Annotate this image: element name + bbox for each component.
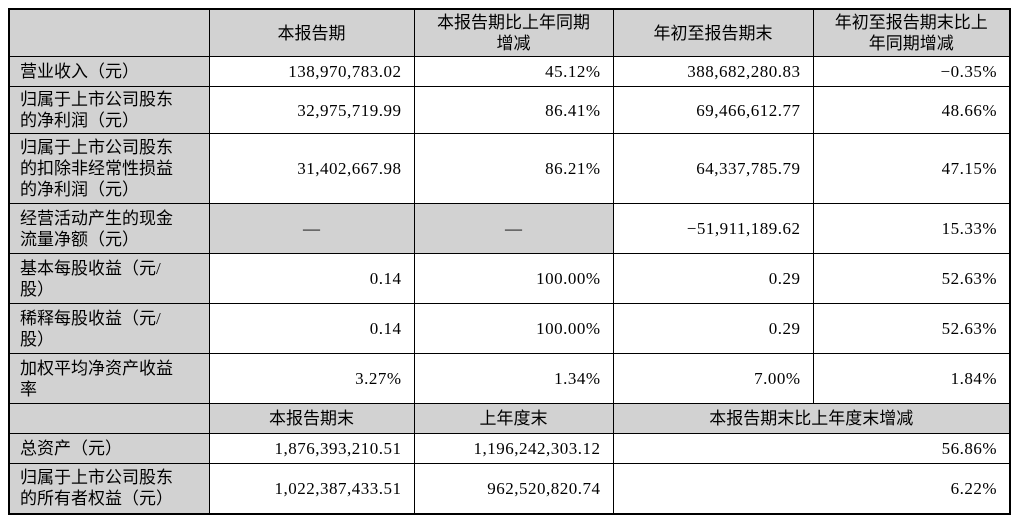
cell-ytd-yoy: −0.35% bbox=[812, 56, 1011, 87]
section1-header-metric bbox=[8, 8, 210, 57]
cell-current-yoy: 86.41% bbox=[413, 86, 614, 134]
section1-header-ytd-yoy: 年初至报告期末比上 年同期增减 bbox=[812, 8, 1011, 57]
table-row-basic-eps: 基本每股收益（元/股） 0.14 100.00% 0.29 52.63% bbox=[8, 253, 1011, 304]
cell-ytd-yoy: 52.63% bbox=[812, 253, 1011, 304]
section2-header-change: 本报告期末比上年度末增减 bbox=[612, 403, 1011, 434]
row-label: 营业收入（元） bbox=[8, 56, 210, 87]
row-label: 总资产（元） bbox=[8, 433, 210, 464]
cell-current-yoy: 100.00% bbox=[413, 303, 614, 354]
cell-change: 56.86% bbox=[612, 433, 1011, 464]
cell-current-yoy: 86.21% bbox=[413, 133, 614, 204]
row-label: 加权平均净资产收益率 bbox=[8, 353, 210, 404]
cell-current: 0.14 bbox=[208, 303, 415, 354]
cell-ytd-yoy: 15.33% bbox=[812, 203, 1011, 254]
section1-header-current-period-yoy: 本报告期比上年同期 增减 bbox=[413, 8, 614, 57]
row-label: 基本每股收益（元/股） bbox=[8, 253, 210, 304]
table-row-diluted-eps: 稀释每股收益（元/股） 0.14 100.00% 0.29 52.63% bbox=[8, 303, 1011, 354]
table-row-net-profit-deducted: 归属于上市公司股东的扣除非经常性损益的净利润（元） 31,402,667.98 … bbox=[8, 133, 1011, 204]
cell-ytd: −51,911,189.62 bbox=[612, 203, 814, 254]
section2-header-prior-year-end: 上年度末 bbox=[413, 403, 614, 434]
cell-current-empty: — bbox=[208, 203, 415, 254]
row-label: 经营活动产生的现金流量净额（元） bbox=[8, 203, 210, 254]
cell-period-end: 1,876,393,210.51 bbox=[208, 433, 415, 464]
cell-ytd-yoy: 47.15% bbox=[812, 133, 1011, 204]
cell-ytd: 7.00% bbox=[612, 353, 814, 404]
cell-ytd-yoy: 48.66% bbox=[812, 86, 1011, 134]
section2-header-row: 本报告期末 上年度末 本报告期末比上年度末增减 bbox=[8, 403, 1011, 434]
cell-current: 3.27% bbox=[208, 353, 415, 404]
cell-current: 138,970,783.02 bbox=[208, 56, 415, 87]
cell-current: 32,975,719.99 bbox=[208, 86, 415, 134]
section1-header-ytd: 年初至报告期末 bbox=[612, 8, 814, 57]
table-row-weighted-avg-roe: 加权平均净资产收益率 3.27% 1.34% 7.00% 1.84% bbox=[8, 353, 1011, 404]
row-label: 归属于上市公司股东的扣除非经常性损益的净利润（元） bbox=[8, 133, 210, 204]
cell-current-yoy: 1.34% bbox=[413, 353, 614, 404]
section2-header-metric bbox=[8, 403, 210, 434]
cell-ytd: 69,466,612.77 bbox=[612, 86, 814, 134]
table-row-net-profit: 归属于上市公司股东的净利润（元） 32,975,719.99 86.41% 69… bbox=[8, 86, 1011, 134]
financial-summary-table: 本报告期 本报告期比上年同期 增减 年初至报告期末 年初至报告期末比上 年同期增… bbox=[8, 8, 1011, 515]
cell-ytd: 0.29 bbox=[612, 303, 814, 354]
cell-ytd: 0.29 bbox=[612, 253, 814, 304]
section1-header-current-period: 本报告期 bbox=[208, 8, 415, 57]
cell-current-yoy-empty: — bbox=[413, 203, 614, 254]
cell-ytd: 64,337,785.79 bbox=[612, 133, 814, 204]
row-label: 稀释每股收益（元/股） bbox=[8, 303, 210, 354]
cell-ytd: 388,682,280.83 bbox=[612, 56, 814, 87]
cell-current: 0.14 bbox=[208, 253, 415, 304]
cell-current-yoy: 100.00% bbox=[413, 253, 614, 304]
section2-header-period-end: 本报告期末 bbox=[208, 403, 415, 434]
cell-ytd-yoy: 1.84% bbox=[812, 353, 1011, 404]
section1-header-row: 本报告期 本报告期比上年同期 增减 年初至报告期末 年初至报告期末比上 年同期增… bbox=[8, 8, 1011, 57]
row-label: 归属于上市公司股东的净利润（元） bbox=[8, 86, 210, 134]
cell-prior-year-end: 962,520,820.74 bbox=[413, 463, 614, 514]
table-row-owners-equity: 归属于上市公司股东的所有者权益（元） 1,022,387,433.51 962,… bbox=[8, 463, 1011, 514]
row-label: 归属于上市公司股东的所有者权益（元） bbox=[8, 463, 210, 514]
table-row-operating-cash-flow: 经营活动产生的现金流量净额（元） — — −51,911,189.62 15.3… bbox=[8, 203, 1011, 254]
cell-ytd-yoy: 52.63% bbox=[812, 303, 1011, 354]
cell-period-end: 1,022,387,433.51 bbox=[208, 463, 415, 514]
table-row-revenue: 营业收入（元） 138,970,783.02 45.12% 388,682,28… bbox=[8, 56, 1011, 87]
table-row-total-assets: 总资产（元） 1,876,393,210.51 1,196,242,303.12… bbox=[8, 433, 1011, 464]
cell-change: 6.22% bbox=[612, 463, 1011, 514]
cell-current: 31,402,667.98 bbox=[208, 133, 415, 204]
cell-current-yoy: 45.12% bbox=[413, 56, 614, 87]
cell-prior-year-end: 1,196,242,303.12 bbox=[413, 433, 614, 464]
